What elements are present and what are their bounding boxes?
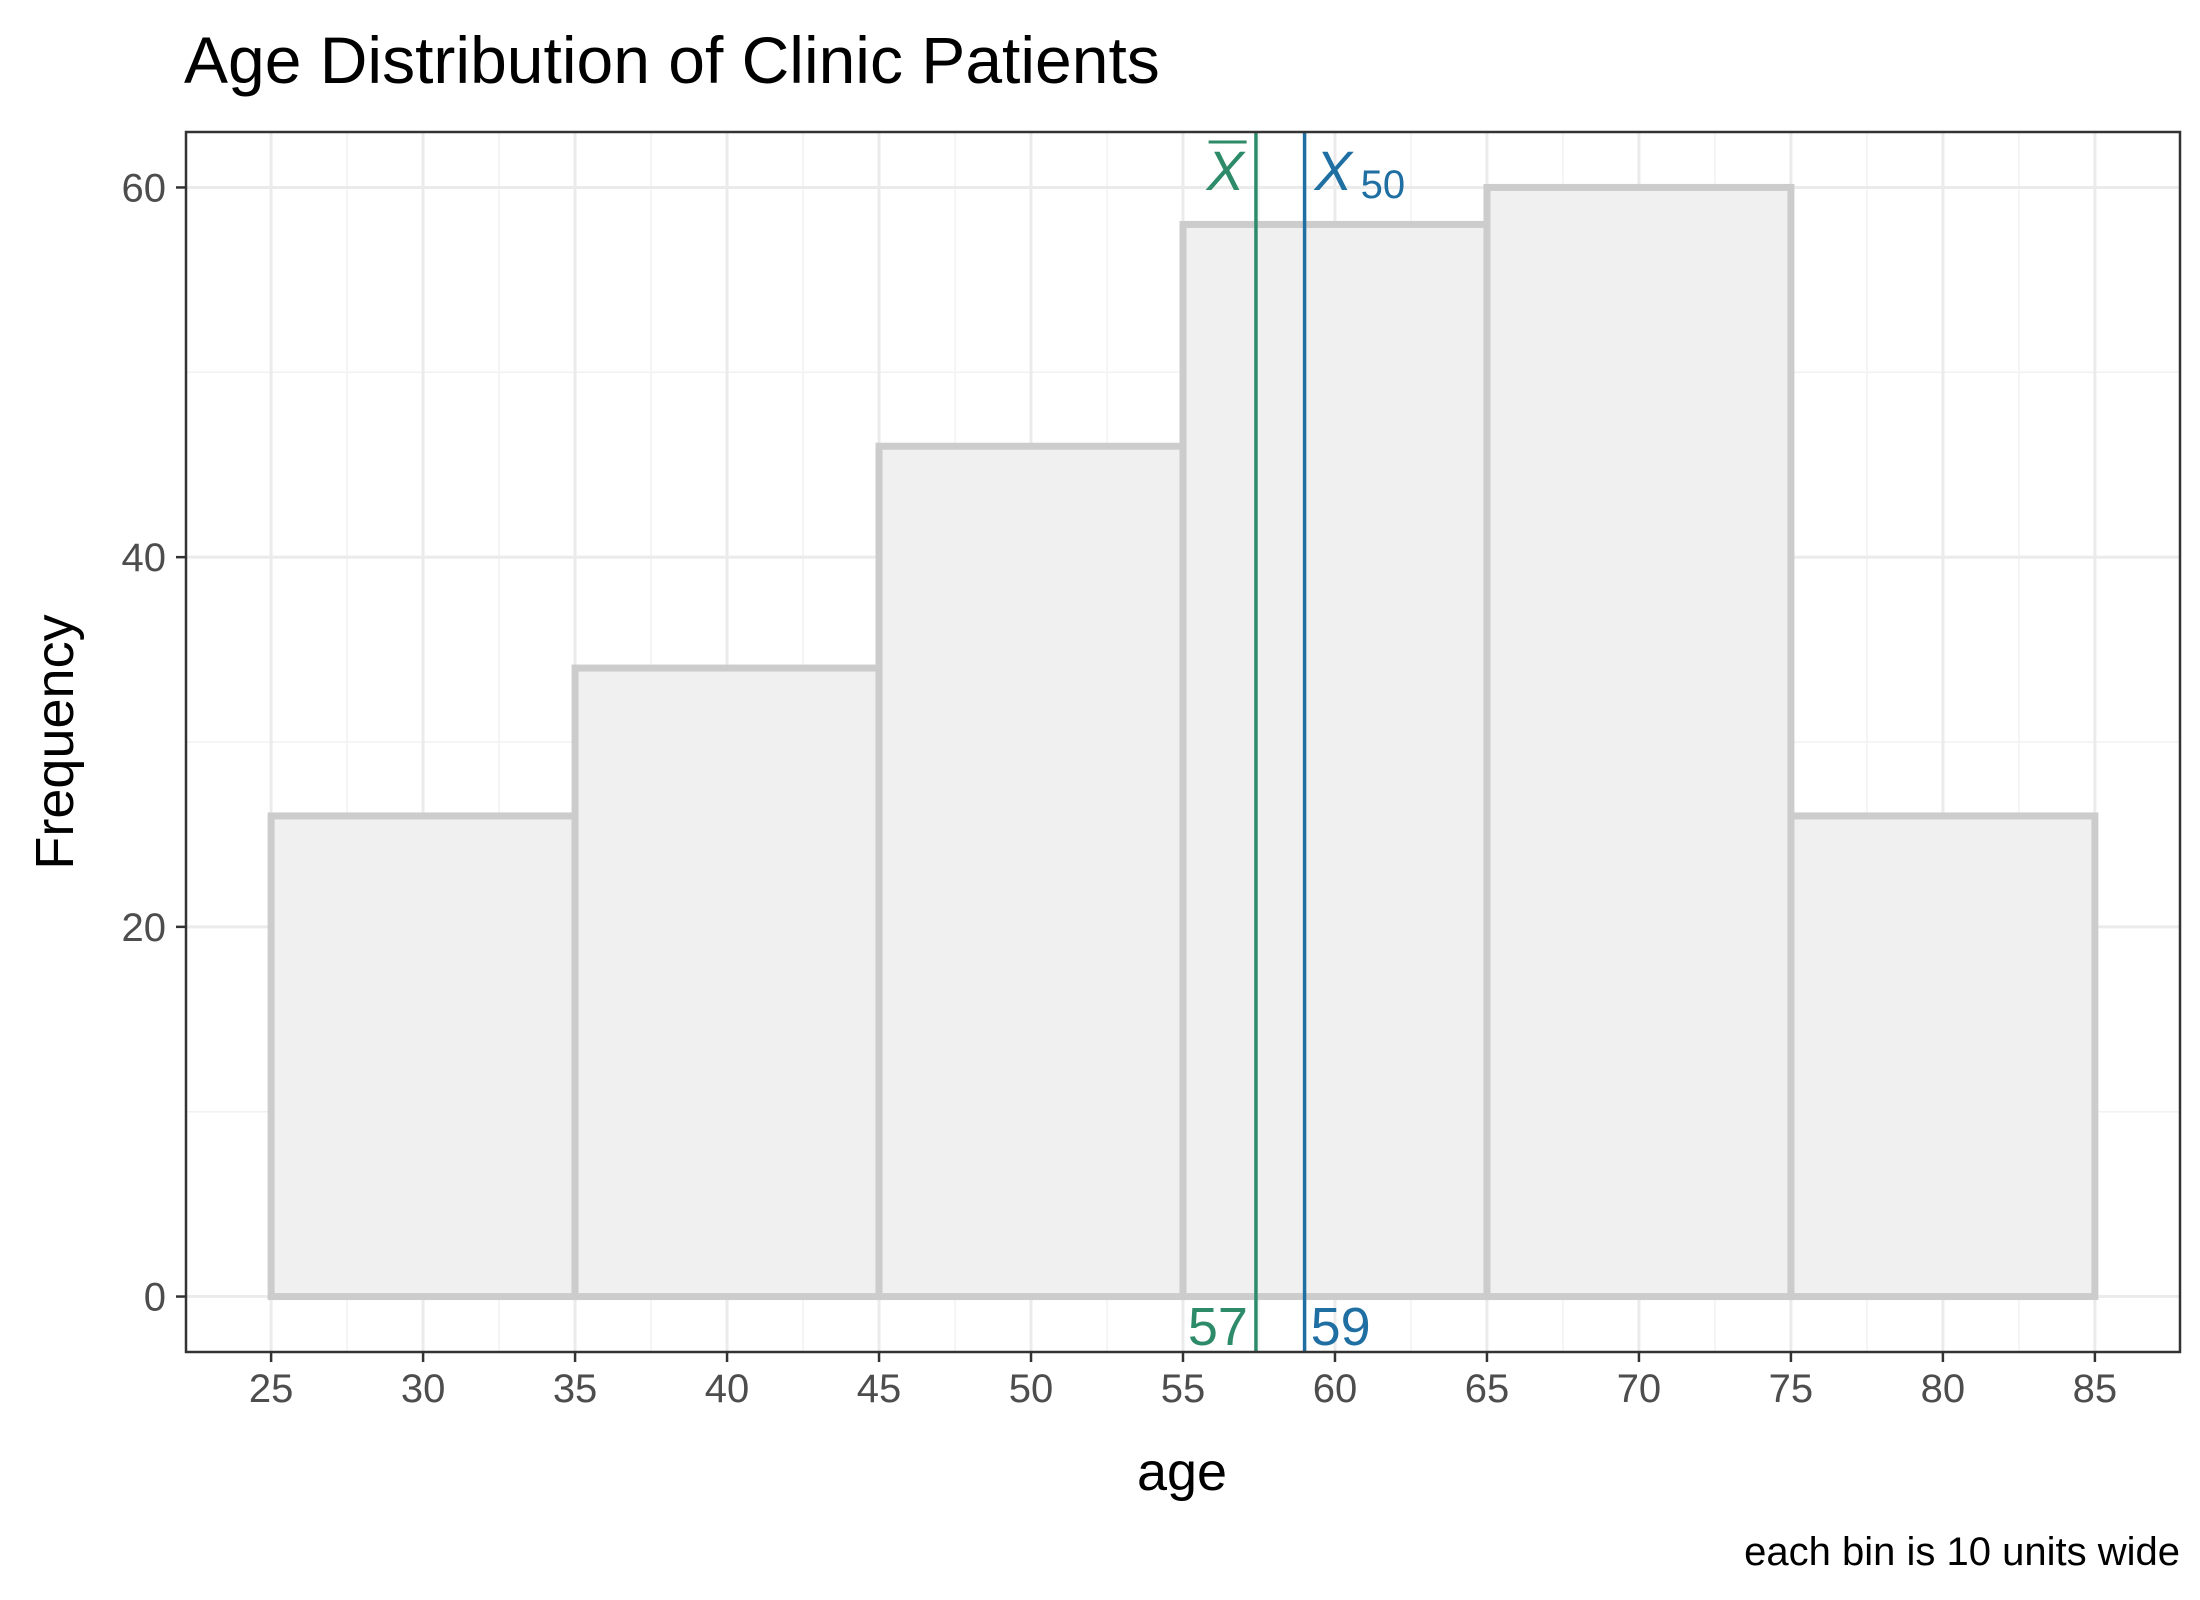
x-axis-title: age: [1137, 1442, 1227, 1502]
histogram-bar: [1787, 812, 2099, 1301]
y-axis-ticks: 0 20 40 60: [122, 166, 186, 1320]
x-tick-label: 50: [1009, 1367, 1054, 1411]
median-subscript-label: 50: [1361, 163, 1406, 207]
mean-value-label: 57: [1188, 1297, 1248, 1357]
x-tick-label: 75: [1769, 1367, 1814, 1411]
y-tick-label: 20: [122, 906, 167, 950]
chart-caption: each bin is 10 units wide: [1744, 1530, 2180, 1574]
y-tick-label: 60: [122, 166, 167, 210]
panel-border: [184, 130, 2182, 1354]
chart-title: Age Distribution of Clinic Patients: [184, 23, 1160, 97]
x-tick-label: 80: [1921, 1367, 1966, 1411]
histogram-bar: [571, 664, 883, 1301]
x-tick-label: 85: [2073, 1367, 2118, 1411]
y-axis-title: Frequency: [25, 614, 85, 869]
median-symbol-label: X: [1313, 139, 1355, 202]
x-tick-label: 45: [857, 1367, 902, 1411]
x-tick-label: 40: [705, 1367, 750, 1411]
median-value-label: 59: [1311, 1297, 1371, 1357]
x-axis-ticks: 25 30 35 40 45 50 55 60 65 70 75 80 85: [249, 1352, 2117, 1411]
x-tick-label: 65: [1465, 1367, 1510, 1411]
x-tick-label: 55: [1161, 1367, 1206, 1411]
x-tick-label: 35: [553, 1367, 598, 1411]
histogram-bar: [1483, 183, 1795, 1301]
x-tick-label: 70: [1617, 1367, 1662, 1411]
histogram-bars: [267, 183, 2099, 1301]
histogram-bar: [1179, 220, 1491, 1301]
x-tick-label: 25: [249, 1367, 294, 1411]
y-tick-label: 40: [122, 536, 167, 580]
x-tick-label: 60: [1313, 1367, 1358, 1411]
y-tick-label: 0: [144, 1276, 166, 1320]
mean-symbol-label: X: [1205, 139, 1247, 202]
histogram-bar: [875, 442, 1187, 1301]
histogram-bar: [267, 812, 579, 1301]
x-tick-label: 30: [401, 1367, 446, 1411]
